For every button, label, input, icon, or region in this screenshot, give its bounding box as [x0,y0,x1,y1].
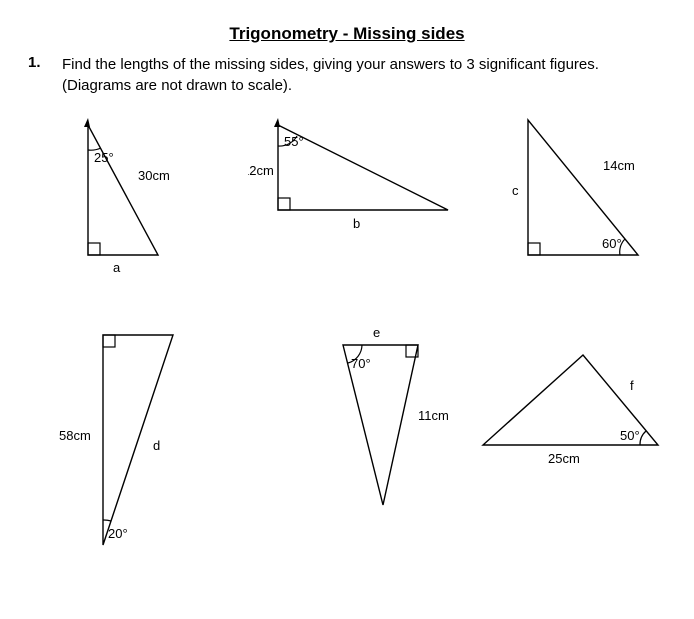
side-label: 12cm [248,163,274,178]
triangle-a: 25° 30cm a [68,110,218,285]
angle-label: 70° [351,356,371,371]
triangle-c: 60° 14cm c [498,110,668,285]
unknown-label: b [353,216,360,231]
diagram-area: 25° 30cm a 55° 12cm b 60° 14cm c [28,110,668,580]
question-text: Find the lengths of the missing sides, g… [62,54,666,96]
unknown-label: c [512,183,519,198]
angle-label: 50° [620,428,640,443]
angle-label: 20° [108,526,128,541]
side-label: 14cm [603,158,635,173]
side-label: 11cm [418,408,449,423]
angle-label: 55° [284,134,304,149]
unknown-label: e [373,325,380,340]
question-block: 1. Find the lengths of the missing sides… [28,54,666,96]
side-label: 58cm [59,428,91,443]
page-title: Trigonometry - Missing sides [28,24,666,44]
unknown-label: f [630,378,634,393]
angle-label: 25° [94,150,114,165]
triangle-f: 50° 25cm f [468,330,678,485]
angle-label: 60° [602,236,622,251]
triangle-d: 20° 58cm d [58,320,228,575]
unknown-label: d [153,438,160,453]
side-label: 25cm [548,451,580,466]
question-number: 1. [28,54,62,96]
unknown-label: a [113,260,121,275]
triangle-b: 55° 12cm b [248,110,468,255]
side-label: 30cm [138,168,170,183]
triangle-e: 70° e 11cm [318,325,458,530]
